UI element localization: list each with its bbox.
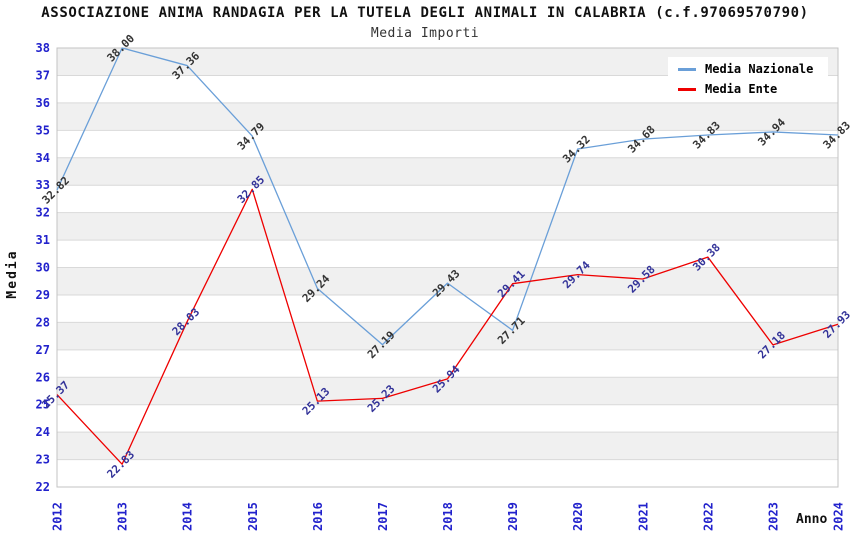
y-tick-label: 27 (36, 343, 50, 357)
x-axis-title: Anno (796, 512, 828, 527)
y-axis-title: Media (5, 249, 20, 299)
x-tick-label: 2018 (441, 502, 455, 531)
legend-swatch-media-ente-icon (678, 87, 696, 91)
y-tick-label: 38 (36, 41, 50, 55)
x-tick-label: 2024 (832, 502, 846, 531)
y-tick-label: 24 (36, 425, 50, 439)
x-tick-label: 2014 (181, 502, 195, 531)
x-tick-label: 2012 (51, 502, 65, 531)
plot-band (57, 212, 838, 241)
plot-band (57, 432, 838, 460)
plot-band (57, 157, 838, 186)
plot-band (57, 377, 838, 405)
legend-swatch-media-nazionale-icon (678, 67, 696, 71)
y-tick-label: 34 (36, 151, 50, 165)
y-tick-label: 28 (36, 315, 50, 329)
legend-label-media-ente: Media Ente (705, 82, 778, 96)
legend-label-media-nazionale: Media Nazionale (705, 62, 814, 76)
x-tick-label: 2016 (311, 502, 325, 531)
y-tick-label: 23 (36, 453, 50, 467)
chart-subtitle: Media Importi (370, 26, 480, 41)
plot-band (57, 267, 838, 295)
y-tick-label: 22 (36, 480, 50, 494)
y-tick-label: 31 (36, 233, 50, 247)
x-tick-label: 2021 (636, 502, 650, 531)
x-tick-label: 2022 (701, 502, 715, 531)
x-tick-label: 2013 (116, 502, 130, 531)
y-tick-label: 32 (36, 206, 50, 220)
legend-item-media-ente: Media Ente (678, 82, 828, 96)
x-tick-label: 2023 (766, 502, 780, 531)
plot-border (56, 47, 839, 488)
legend-item-media-nazionale: Media Nazionale (678, 62, 828, 76)
y-tick-label: 35 (36, 123, 50, 137)
y-tick-label: 26 (36, 370, 50, 384)
plot-band (57, 322, 838, 350)
legend: Media Nazionale Media Ente (668, 57, 828, 101)
y-tick-label: 36 (36, 96, 50, 110)
y-tick-label: 29 (36, 288, 50, 302)
y-tick-label: 37 (36, 68, 50, 82)
y-tick-label: 30 (36, 261, 50, 275)
series-line-media-nazionale (56, 47, 839, 346)
x-tick-label: 2015 (246, 502, 260, 531)
plot-band (57, 102, 838, 131)
y-tick-label: 25 (36, 398, 50, 412)
x-tick-label: 2019 (506, 502, 520, 531)
x-tick-label: 2017 (376, 502, 390, 531)
chart-title: ASSOCIAZIONE ANIMA RANDAGIA PER LA TUTEL… (41, 5, 809, 21)
series-line-media-ente (56, 188, 839, 465)
y-tick-label: 33 (36, 178, 50, 192)
x-tick-label: 2020 (571, 502, 585, 531)
